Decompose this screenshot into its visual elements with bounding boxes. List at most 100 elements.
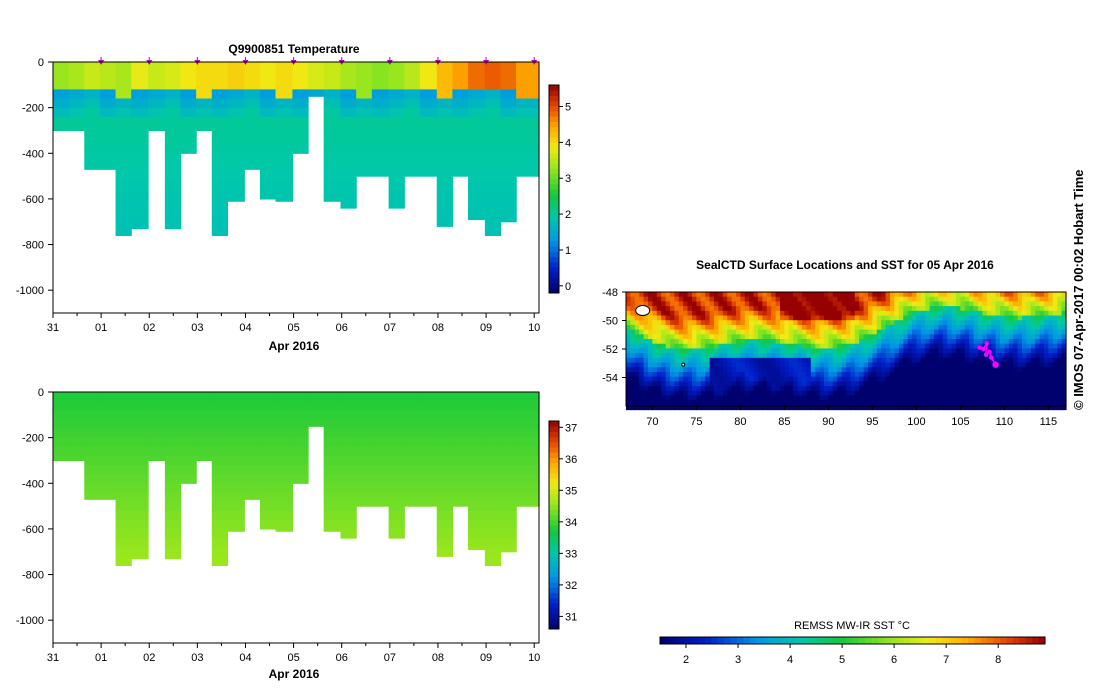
colorbar-segment [549,282,559,289]
sst-cell [934,324,939,331]
salinity-cell [115,538,132,548]
sst-cell [920,329,926,335]
salinity-cell [340,392,357,402]
salinity-cell [259,492,277,503]
sst-cell [872,367,878,373]
sst-cell [1035,348,1041,354]
sst-cell [670,339,675,345]
sst-cell [991,306,997,312]
temperature-cell [292,80,309,90]
sst-cell [995,306,1001,312]
sst-cell [1057,357,1063,364]
sst-cell [775,292,781,298]
temperature-cell [340,80,357,90]
salinity-cell [468,437,486,448]
sst-cell [674,301,680,307]
colorbar-tick-label: 32 [565,580,577,592]
temperature-cell [275,62,293,72]
temperature-cell [259,171,277,182]
temperature-cell [356,71,373,81]
sst-cell [780,357,785,364]
salinity-cell [244,428,261,439]
sst-cell [1004,320,1010,326]
sst-cell [683,292,689,298]
salinity-cell [131,538,149,548]
salinity-cell [259,483,277,493]
salinity-cell [371,501,390,507]
sst-cell [696,386,702,392]
temperature-cell [84,107,101,118]
salinity-cell [211,519,229,530]
sst-cell [766,362,772,368]
temperature-cell [452,71,469,81]
sst-cell [626,376,631,382]
temperature-cell [164,162,182,173]
sst-cell [890,376,895,382]
sst-cell [1017,343,1023,350]
salinity-cell [500,492,517,503]
sst-cell [744,296,750,303]
sst-cell [929,343,935,350]
sst-colorbar-segment [865,637,873,644]
sst-cell [986,310,992,317]
sst-cell [868,357,873,364]
salinity-cell [516,483,540,493]
sst-cell [758,362,763,368]
sst-cell [978,353,983,359]
sst-cell [1039,301,1045,307]
sst-cell [978,362,983,368]
sst-cell [1000,324,1005,331]
salinity-cell [340,510,357,521]
sst-cell [700,292,706,298]
sst-cell [705,296,711,303]
sst-cell [674,306,680,312]
temperature-cell [340,125,357,136]
sst-cell [938,320,944,326]
seal-location-point [981,346,986,352]
sst-cell [1044,357,1049,364]
salinity-cell [404,419,421,430]
sst-cell [1026,315,1032,321]
sst-cell [670,296,675,303]
sst-cell [1057,362,1063,368]
sst-cell [956,329,961,335]
sst-cell [1008,371,1014,378]
sst-cell [1061,362,1067,368]
sst-cell [705,376,711,382]
sst-cell [929,306,935,312]
salinity-cell [99,492,117,500]
sst-cell [766,400,772,406]
salinity-cell [131,528,149,539]
sst-cell [907,348,913,354]
salinity-cell [484,465,502,475]
sst-cell [1022,320,1027,326]
sst-map-title: SealCTD Surface Locations and SST for 05… [696,258,994,272]
temperature-cell [131,80,149,90]
salinity-cell [323,492,342,503]
temperature-cell [211,89,229,100]
salinity-cell [419,419,438,430]
sst-cell [1061,404,1067,411]
sst-cell [1061,386,1067,392]
sst-cell [1008,362,1014,368]
sst-cell [727,343,733,350]
salinity-cell [244,419,261,430]
salinity-cell [500,528,517,539]
sst-cell [920,306,926,312]
salinity-cell [500,519,517,530]
sst-cell [740,320,746,326]
sst-cell [872,334,878,340]
sst-cell [903,357,909,364]
sst-cell [670,292,675,298]
salinity-cell [468,401,486,411]
sst-cell [1017,310,1023,317]
sst-cell [956,357,961,364]
sst-cell [947,310,953,317]
sst-cell [876,386,882,392]
sst-cell [920,348,926,354]
sst-cell [942,400,948,406]
sst-cell [753,376,759,382]
sst-cell [846,376,851,382]
sst-cell [890,390,895,397]
sst-cell [942,301,948,307]
